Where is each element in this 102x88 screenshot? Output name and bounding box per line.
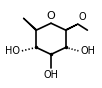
Text: O: O <box>78 12 86 22</box>
Text: OH: OH <box>43 70 59 80</box>
Text: HO: HO <box>5 46 20 56</box>
Text: O: O <box>47 11 55 21</box>
Polygon shape <box>23 18 37 30</box>
Text: OH: OH <box>80 46 95 56</box>
Polygon shape <box>66 24 78 30</box>
